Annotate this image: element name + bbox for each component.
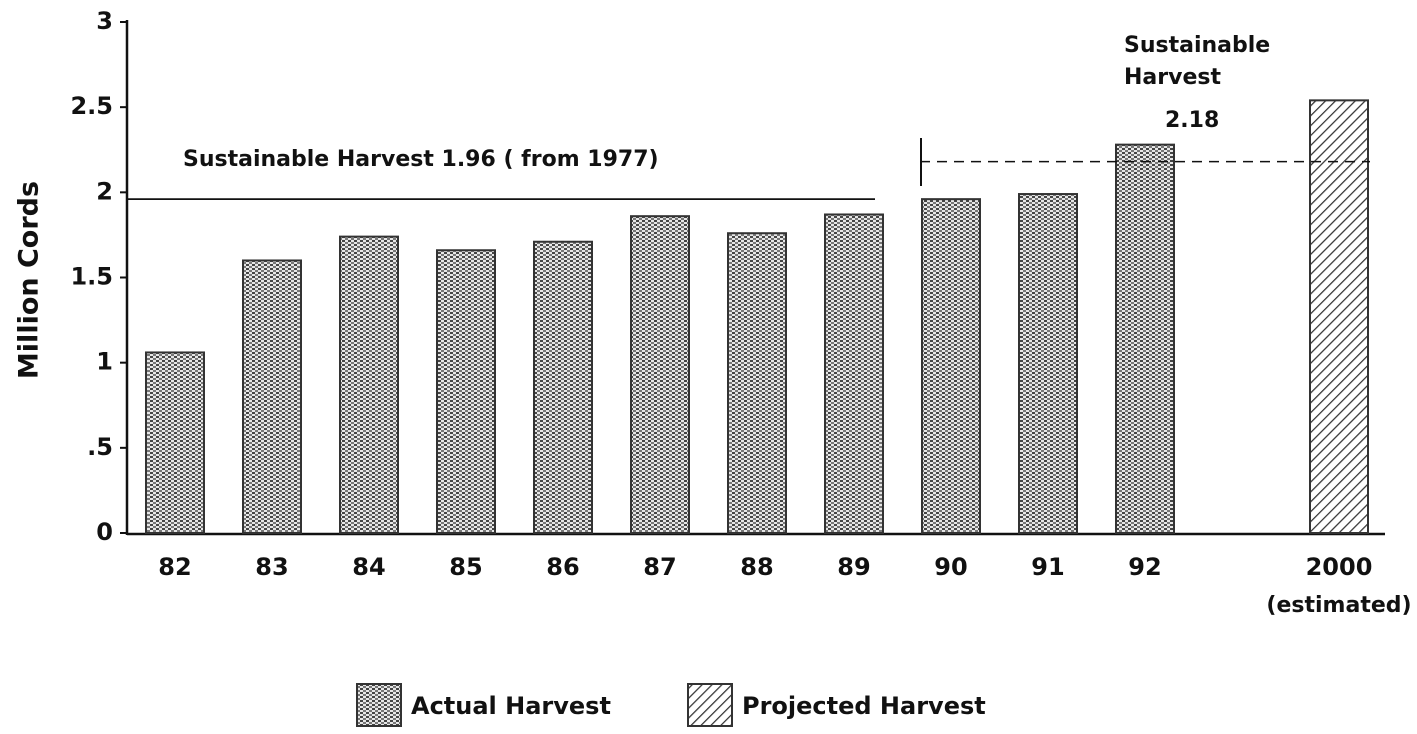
x-tick-label: 83 xyxy=(255,553,288,581)
reference-label: Sustainable Harvest 1.96 ( from 1977) xyxy=(183,147,659,172)
y-tick-label: 2.5 xyxy=(70,92,113,120)
bar xyxy=(824,213,884,535)
bar xyxy=(533,240,593,534)
y-tick-label: 0 xyxy=(96,518,113,546)
reference-label: Sustainable xyxy=(1124,33,1270,58)
x-tick-label: 85 xyxy=(449,553,482,581)
bar xyxy=(1115,143,1175,534)
x-category-note: (estimated) xyxy=(1266,593,1411,618)
bar xyxy=(145,351,205,534)
x-tick-label: 91 xyxy=(1031,553,1064,581)
reference-label: Harvest xyxy=(1124,65,1221,90)
x-tick-label: 87 xyxy=(643,553,676,581)
x-tick-label: 84 xyxy=(352,553,385,581)
bar xyxy=(1018,193,1078,535)
x-tick-label: 2000 xyxy=(1306,553,1373,581)
x-tick-label: 90 xyxy=(934,553,967,581)
y-tick-label: .5 xyxy=(87,433,113,461)
x-tick-label: 88 xyxy=(740,553,773,581)
y-tick-label: 3 xyxy=(96,7,113,35)
x-tick-label: 89 xyxy=(837,553,870,581)
legend-swatch xyxy=(356,683,402,727)
x-tick-label: 82 xyxy=(158,553,191,581)
x-tick-label: 86 xyxy=(546,553,579,581)
y-tick-label: 1.5 xyxy=(70,263,113,291)
bar xyxy=(339,235,399,534)
bar xyxy=(436,249,496,534)
y-tick-label: 2 xyxy=(96,177,113,205)
bar xyxy=(242,259,302,534)
x-tick-label: 92 xyxy=(1128,553,1161,581)
bar xyxy=(1309,99,1369,534)
bar xyxy=(921,198,981,534)
bar xyxy=(727,232,787,534)
y-axis-label: Million Cords xyxy=(14,181,45,379)
legend-label: Projected Harvest xyxy=(742,692,986,720)
y-tick-label: 1 xyxy=(96,348,113,376)
legend-label: Actual Harvest xyxy=(411,692,611,720)
bar xyxy=(630,215,690,534)
legend-swatch xyxy=(687,683,733,727)
reference-value: 2.18 xyxy=(1165,108,1219,133)
